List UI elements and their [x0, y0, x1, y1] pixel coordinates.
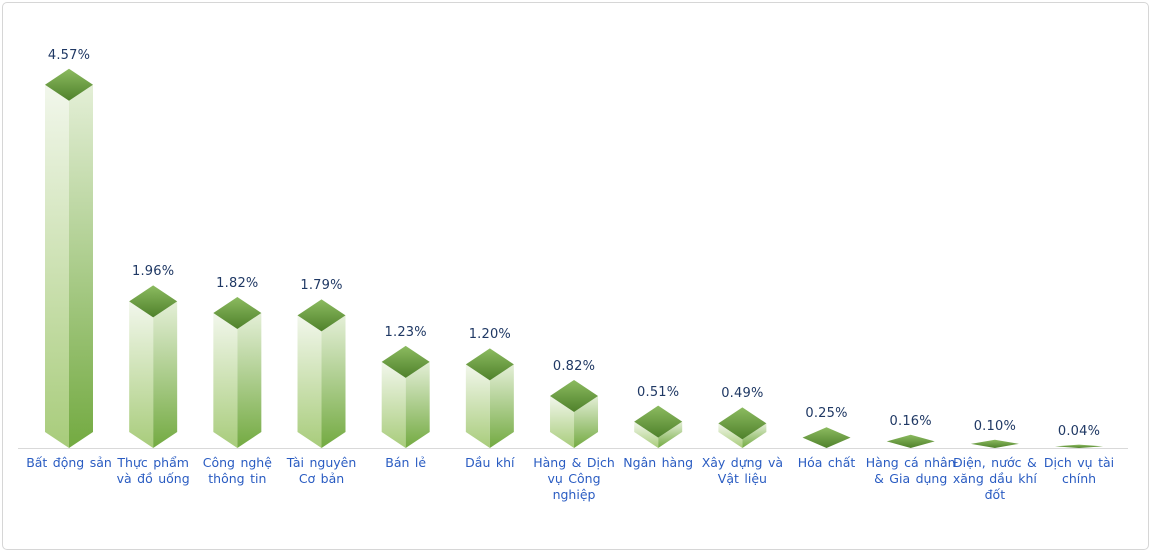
bar-top-face	[970, 439, 1019, 448]
bar-top-face	[1055, 444, 1104, 448]
bar-right-face	[742, 423, 767, 448]
bar-left-face	[45, 84, 69, 448]
value-label: 0.16%	[889, 413, 932, 429]
value-label: 0.25%	[805, 406, 848, 422]
category-label: Dầu khí	[465, 455, 515, 470]
bar-top-face	[381, 345, 430, 378]
bar-top-face	[129, 285, 178, 318]
bar-right-face	[489, 364, 514, 448]
bar-6[interactable]	[550, 379, 599, 448]
x-axis-line	[18, 448, 1128, 449]
bar-left-face	[634, 421, 659, 448]
bar-9[interactable]	[802, 427, 851, 448]
bar-top-face	[465, 348, 514, 381]
bar-top-face	[718, 407, 767, 440]
bar-left-face	[381, 361, 406, 448]
bar-top-face	[297, 299, 346, 332]
value-label: 0.04%	[1057, 423, 1101, 439]
bar-5[interactable]	[465, 348, 514, 448]
bar-right-face	[321, 315, 346, 448]
category-label: Bán lẻ	[385, 455, 427, 470]
bar-right-face	[153, 301, 178, 448]
bar-8[interactable]	[718, 407, 767, 448]
bar-3[interactable]	[297, 299, 346, 448]
category-label: Dịch vụ tài chính	[1043, 455, 1115, 486]
bar-right-face	[237, 312, 262, 448]
category-label: Ngân hàng	[623, 455, 694, 470]
bar-left-face	[718, 423, 743, 448]
category-label: Hóa chất	[797, 455, 856, 470]
value-label: 0.51%	[637, 384, 680, 400]
category-label: Điện, nước & xăng dầu khí đốt	[952, 455, 1037, 502]
bar-right-face	[658, 421, 683, 448]
bar-top-face	[634, 405, 683, 438]
value-label: 0.10%	[973, 418, 1017, 434]
value-label: 1.79%	[300, 278, 343, 294]
bar-right-face	[574, 395, 599, 448]
bar-0[interactable]	[45, 68, 93, 448]
bar-10[interactable]	[886, 434, 935, 448]
value-label: 0.49%	[721, 386, 764, 402]
category-label: Công nghệ thông tin	[202, 455, 272, 486]
bar-top-face	[213, 296, 262, 329]
category-label: Xây dựng và Vật liệu	[701, 455, 784, 486]
bar-top-face	[802, 427, 851, 448]
category-label: Tài nguyên Cơ bản	[286, 455, 357, 486]
bar-left-face	[465, 364, 490, 448]
category-label: Thực phẩm và đồ uống	[116, 455, 190, 486]
category-label: Hàng cá nhân & Gia dụng	[865, 455, 956, 486]
bar-left-face	[213, 312, 238, 448]
bar-left-face	[129, 301, 154, 448]
bar-top-face	[45, 68, 93, 101]
bar-left-face	[550, 395, 575, 448]
bar-11[interactable]	[970, 439, 1019, 448]
bar-12[interactable]	[1055, 444, 1104, 448]
value-label: 1.20%	[468, 327, 511, 343]
category-label: Hàng & Dịch vụ Công nghiệp	[533, 455, 615, 502]
category-label: Bất động sản	[26, 455, 112, 470]
value-label: 1.82%	[216, 275, 259, 291]
value-label: 1.23%	[384, 324, 427, 340]
bar-top-face	[886, 434, 935, 448]
bar-7[interactable]	[634, 405, 683, 448]
bar-right-face	[405, 361, 430, 448]
bar-left-face	[297, 315, 322, 448]
bar-1[interactable]	[129, 285, 178, 448]
bar-right-face	[69, 84, 93, 448]
value-label: 1.96%	[132, 264, 175, 280]
bar-2[interactable]	[213, 296, 262, 448]
bar-top-face	[550, 379, 599, 412]
value-label: 0.82%	[552, 358, 596, 374]
bar-4[interactable]	[381, 345, 430, 448]
value-label: 4.57%	[47, 47, 91, 63]
